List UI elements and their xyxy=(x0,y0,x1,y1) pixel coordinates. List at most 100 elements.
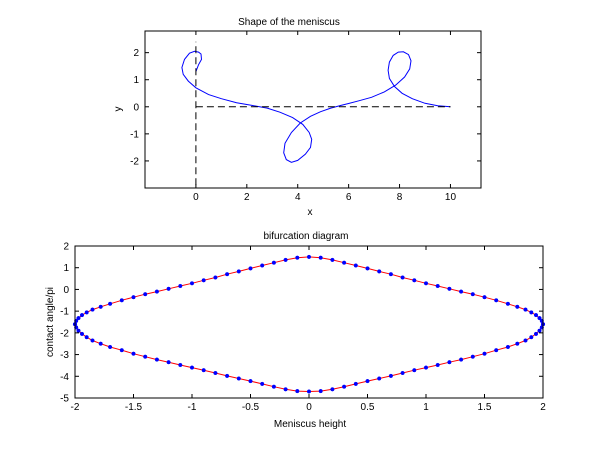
data-point xyxy=(225,272,230,277)
data-point xyxy=(423,281,429,286)
data-point xyxy=(201,278,206,283)
data-point xyxy=(108,301,113,306)
x-axis-label: Meniscus height xyxy=(274,419,346,430)
y-tick-label: -3 xyxy=(60,350,69,361)
x-tick-label: 10 xyxy=(445,192,457,203)
bifurcation-plot: bifurcation diagram -2 -1.5 -1 -0.5 0 0.5 1 1.5… xyxy=(45,231,546,430)
data-point xyxy=(260,263,265,268)
data-point xyxy=(459,357,464,362)
x-tick-label: 0 xyxy=(193,192,199,203)
data-point xyxy=(353,263,358,268)
y-tick-label: -4 xyxy=(60,372,69,383)
x-tick-label: -1 xyxy=(188,402,197,413)
data-point xyxy=(330,387,335,392)
data-point xyxy=(143,292,148,297)
data-point xyxy=(76,328,81,333)
data-point xyxy=(447,286,452,291)
x-tick-label: -2 xyxy=(71,402,80,413)
data-point xyxy=(342,384,347,389)
data-point xyxy=(213,370,218,376)
data-point xyxy=(318,389,323,394)
x-tick-label: 4 xyxy=(295,192,301,203)
axes-frame xyxy=(74,245,544,399)
data-point xyxy=(400,370,405,376)
plot-title: bifurcation diagram xyxy=(263,231,348,242)
data-point xyxy=(533,331,539,336)
data-point xyxy=(388,373,393,378)
data-point xyxy=(236,376,241,381)
x-tick-label: -1.5 xyxy=(125,402,143,413)
x-tick-label: 0.5 xyxy=(361,402,375,413)
data-point xyxy=(248,379,253,384)
x-tick-label: 2 xyxy=(540,402,546,413)
data-point xyxy=(353,381,358,386)
y-tick-label: 2 xyxy=(63,242,69,253)
data-point xyxy=(84,335,89,340)
x-tick-label: 0 xyxy=(306,402,312,413)
data-point xyxy=(537,316,542,321)
data-point xyxy=(166,286,171,291)
data-point xyxy=(515,341,520,346)
y-tick-label: -1 xyxy=(130,129,139,140)
data-point xyxy=(295,255,300,260)
data-point xyxy=(154,289,159,294)
y-tick-label: 1 xyxy=(133,75,139,86)
plot-area xyxy=(72,254,546,394)
data-point xyxy=(470,354,475,359)
y-tick-label: -1 xyxy=(60,307,69,318)
data-point xyxy=(119,348,124,353)
data-point xyxy=(515,304,520,309)
data-point xyxy=(295,389,300,394)
x-tick-label: 6 xyxy=(346,192,352,203)
data-point xyxy=(400,275,405,280)
y-tick-label: 1 xyxy=(63,263,69,274)
data-point xyxy=(306,389,312,394)
plot-title: Shape of the meniscus xyxy=(238,17,340,28)
data-point xyxy=(482,351,487,356)
data-point xyxy=(523,307,528,312)
data-point xyxy=(523,338,528,343)
data-point xyxy=(98,304,103,309)
data-point xyxy=(423,365,429,370)
data-point xyxy=(154,357,159,362)
data-point xyxy=(529,310,534,315)
data-point xyxy=(318,255,323,260)
data-point xyxy=(178,283,183,289)
data-point xyxy=(365,379,370,384)
axis-ticks: -2 -1.5 -1 -0.5 0 0.5 1 1.5 2 -5 -4 -3 -2 -1 0 1 2 xyxy=(60,242,546,414)
y-tick-label: 2 xyxy=(133,48,139,59)
data-point xyxy=(388,272,393,277)
data-point xyxy=(166,360,171,365)
data-point xyxy=(225,373,230,378)
data-point xyxy=(365,266,370,271)
data-point xyxy=(131,295,136,300)
data-point xyxy=(377,269,382,274)
axes-frame xyxy=(144,30,482,189)
y-tick-label: 0 xyxy=(63,285,69,296)
data-point xyxy=(435,283,440,289)
data-point xyxy=(470,292,475,297)
data-point xyxy=(330,257,335,262)
data-point xyxy=(342,260,347,265)
data-point xyxy=(90,307,95,312)
data-point xyxy=(189,365,195,370)
y-tick-label: -2 xyxy=(60,328,69,339)
data-point xyxy=(201,368,206,373)
data-point xyxy=(447,360,452,365)
data-point xyxy=(260,381,265,386)
data-point xyxy=(283,257,288,262)
upper-branch-line xyxy=(74,256,544,325)
data-point xyxy=(189,281,195,286)
data-point xyxy=(131,351,136,356)
meniscus-shape-plot: Shape of the meniscus 0 2 4 6 8 10 -2 -1 0 1 2 x y xyxy=(113,17,482,218)
data-point xyxy=(505,301,510,306)
data-point xyxy=(178,362,183,368)
data-point xyxy=(459,289,464,294)
data-point xyxy=(248,266,253,271)
x-tick-label: -0.5 xyxy=(242,402,260,413)
data-point xyxy=(143,354,148,359)
data-point xyxy=(412,278,417,283)
data-point xyxy=(84,310,89,315)
meniscus-curve xyxy=(181,50,451,163)
